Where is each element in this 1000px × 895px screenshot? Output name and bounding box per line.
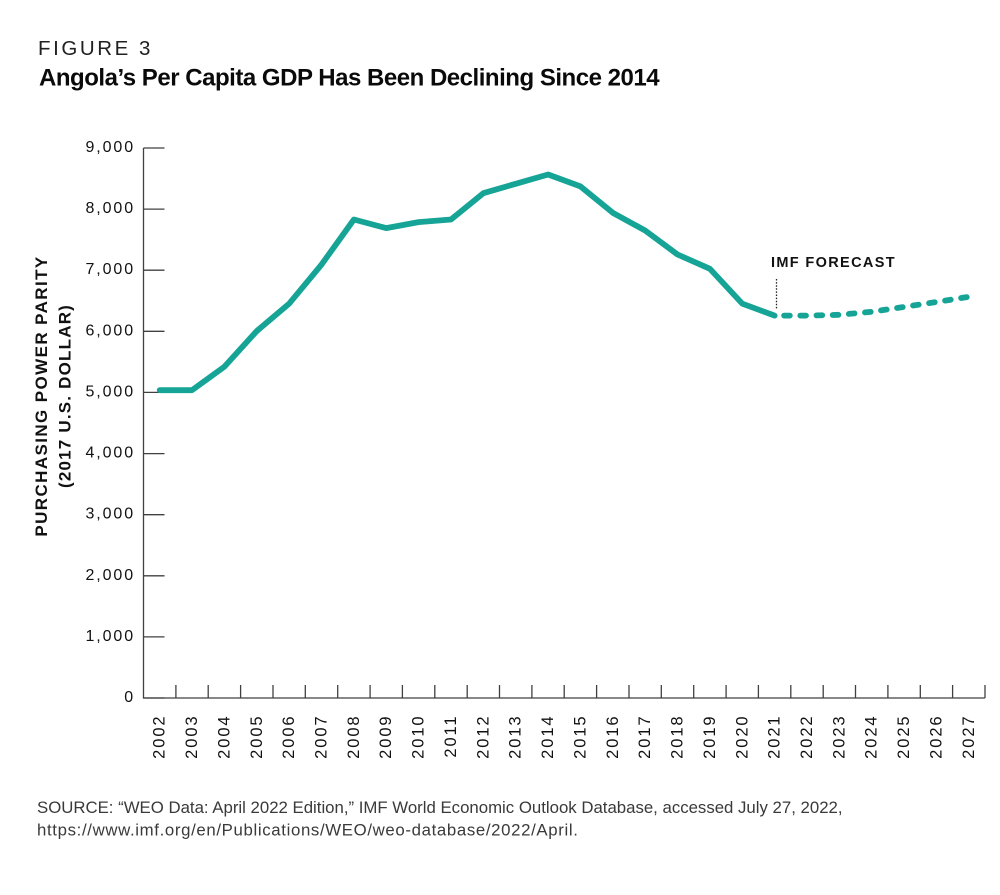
svg-text:3,000: 3,000 — [85, 506, 135, 523]
svg-text:2019: 2019 — [701, 715, 719, 759]
svg-text:2,000: 2,000 — [85, 567, 135, 584]
svg-text:2010: 2010 — [410, 715, 428, 759]
svg-text:2016: 2016 — [604, 715, 622, 759]
svg-text:2002: 2002 — [151, 715, 169, 759]
svg-text:7,000: 7,000 — [85, 261, 135, 278]
svg-text:0: 0 — [124, 689, 135, 706]
svg-text:6,000: 6,000 — [85, 322, 135, 339]
svg-text:2023: 2023 — [830, 715, 848, 759]
svg-text:8,000: 8,000 — [85, 200, 135, 217]
svg-text:2013: 2013 — [507, 715, 525, 759]
svg-text:2015: 2015 — [571, 715, 589, 759]
svg-text:2020: 2020 — [733, 715, 751, 759]
svg-text:SOURCE: “WEO Data: April 2022: SOURCE: “WEO Data: April 2022 Edition,” … — [37, 798, 843, 817]
svg-text:2011: 2011 — [442, 715, 460, 758]
svg-text:PURCHASING POWER PARITY: PURCHASING POWER PARITY — [32, 255, 51, 536]
svg-text:2017: 2017 — [636, 715, 654, 759]
svg-text:2018: 2018 — [669, 715, 687, 759]
svg-text:(2017 U.S. DOLLAR): (2017 U.S. DOLLAR) — [56, 304, 75, 488]
svg-text:2027: 2027 — [960, 715, 978, 759]
svg-text:2007: 2007 — [313, 715, 331, 759]
svg-text:2026: 2026 — [928, 715, 946, 759]
svg-text:9,000: 9,000 — [85, 139, 135, 156]
svg-text:1,000: 1,000 — [85, 628, 135, 645]
svg-text:Angola’s Per Capita GDP Has Be: Angola’s Per Capita GDP Has Been Declini… — [39, 65, 660, 92]
svg-text:5,000: 5,000 — [85, 383, 135, 400]
svg-text:2005: 2005 — [248, 715, 266, 759]
svg-text:2012: 2012 — [474, 715, 492, 759]
svg-text:2004: 2004 — [215, 715, 233, 759]
svg-text:2003: 2003 — [183, 715, 201, 759]
svg-text:IMF FORECAST: IMF FORECAST — [771, 255, 896, 271]
svg-text:2009: 2009 — [377, 715, 395, 759]
svg-text:2008: 2008 — [345, 715, 363, 759]
svg-text:2021: 2021 — [766, 715, 784, 759]
svg-text:4,000: 4,000 — [85, 445, 135, 462]
svg-text:2006: 2006 — [280, 715, 298, 759]
svg-text:https://www.imf.org/en/Publica: https://www.imf.org/en/Publications/WEO/… — [37, 821, 579, 840]
svg-text:FIGURE 3: FIGURE 3 — [38, 37, 153, 60]
svg-text:2014: 2014 — [539, 715, 557, 759]
svg-text:2024: 2024 — [863, 715, 881, 759]
svg-text:2022: 2022 — [798, 715, 816, 759]
svg-text:2025: 2025 — [895, 715, 913, 759]
